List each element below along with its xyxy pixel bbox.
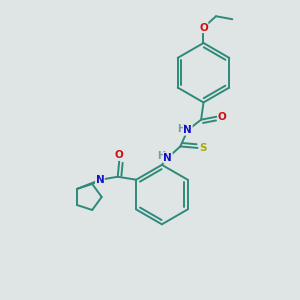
Text: N: N [95, 175, 104, 185]
Text: H: H [177, 124, 185, 134]
Text: H: H [157, 151, 165, 160]
Text: O: O [218, 112, 226, 122]
Text: O: O [115, 150, 124, 161]
Text: N: N [164, 153, 172, 163]
Text: N: N [183, 125, 192, 135]
Text: S: S [200, 143, 207, 153]
Text: O: O [199, 22, 208, 32]
